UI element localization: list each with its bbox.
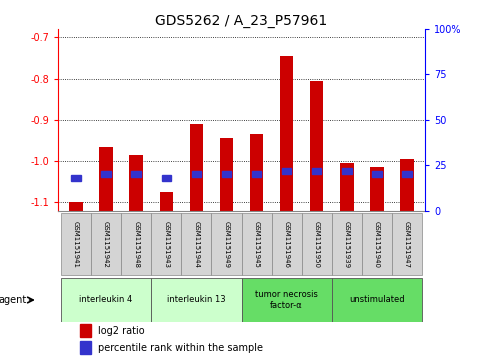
Text: GSM1151949: GSM1151949 — [224, 221, 229, 268]
Bar — [220, 138, 233, 211]
Bar — [121, 213, 151, 275]
Bar — [129, 155, 143, 211]
Bar — [250, 134, 263, 211]
Bar — [61, 278, 151, 322]
Bar — [310, 81, 324, 211]
Bar — [61, 213, 91, 275]
Text: percentile rank within the sample: percentile rank within the sample — [99, 343, 263, 352]
Bar — [370, 167, 384, 211]
Bar — [151, 278, 242, 322]
Text: interleukin 4: interleukin 4 — [80, 295, 133, 305]
Text: GSM1151946: GSM1151946 — [284, 221, 290, 268]
Text: GSM1151943: GSM1151943 — [163, 221, 169, 268]
Text: GSM1151945: GSM1151945 — [254, 221, 259, 268]
Bar — [372, 171, 382, 178]
Bar — [282, 167, 291, 174]
Bar — [402, 171, 412, 178]
Bar — [161, 175, 171, 181]
Bar — [252, 171, 261, 178]
Bar — [332, 278, 422, 322]
Text: GSM1151942: GSM1151942 — [103, 221, 109, 268]
Bar — [71, 175, 81, 181]
Bar — [159, 192, 173, 211]
Bar — [362, 213, 392, 275]
Bar — [340, 163, 354, 211]
Text: GSM1151948: GSM1151948 — [133, 221, 139, 268]
Bar — [190, 124, 203, 211]
Text: GSM1151950: GSM1151950 — [314, 221, 320, 268]
Bar — [222, 171, 231, 178]
Text: tumor necrosis
factor-α: tumor necrosis factor-α — [255, 290, 318, 310]
Text: GSM1151947: GSM1151947 — [404, 221, 410, 268]
Bar — [332, 213, 362, 275]
Bar — [131, 171, 141, 178]
Bar — [80, 341, 91, 354]
Bar — [80, 325, 91, 337]
Title: GDS5262 / A_23_P57961: GDS5262 / A_23_P57961 — [156, 14, 327, 28]
Bar — [69, 202, 83, 211]
Bar — [302, 213, 332, 275]
Bar — [392, 213, 422, 275]
Text: log2 ratio: log2 ratio — [99, 326, 145, 336]
Bar — [280, 56, 293, 211]
Text: GSM1151939: GSM1151939 — [344, 221, 350, 268]
Text: GSM1151940: GSM1151940 — [374, 221, 380, 268]
Text: GSM1151944: GSM1151944 — [193, 221, 199, 268]
Bar — [192, 171, 201, 178]
Bar — [242, 278, 332, 322]
Bar — [312, 167, 322, 174]
Bar — [342, 167, 352, 174]
Bar — [212, 213, 242, 275]
Text: unstimulated: unstimulated — [349, 295, 405, 305]
Bar — [151, 213, 181, 275]
Bar — [181, 213, 212, 275]
Bar — [99, 147, 113, 211]
Bar — [101, 171, 111, 178]
Bar — [91, 213, 121, 275]
Bar — [242, 213, 271, 275]
Bar — [271, 213, 302, 275]
Bar — [400, 159, 414, 211]
Text: agent: agent — [0, 295, 27, 305]
Text: GSM1151941: GSM1151941 — [73, 221, 79, 268]
Text: interleukin 13: interleukin 13 — [167, 295, 226, 305]
